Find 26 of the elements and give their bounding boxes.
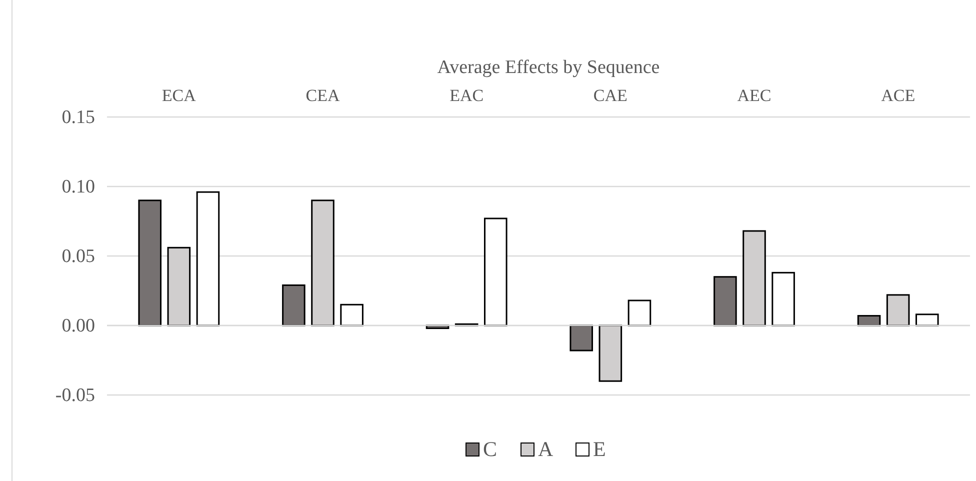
bar [138,200,162,326]
chart-title: Average Effects by Sequence [437,57,660,78]
bar [484,218,508,326]
legend-label: A [538,437,554,461]
x-tick-label: ACE [881,86,916,105]
y-tick-label: 0.05 [62,246,95,268]
bar [282,284,306,326]
bar [772,272,795,326]
y-tick-label: 0.10 [62,176,95,198]
bar [628,300,652,326]
x-tick-label: AEC [737,86,772,105]
legend-label: C [483,437,498,461]
bar [857,315,881,326]
y-tick-label: 0.15 [62,107,95,128]
bar [196,191,220,326]
x-tick-label: ECA [162,86,197,105]
bar [714,276,737,326]
legend-label: E [593,437,606,461]
x-tick-label: EAC [450,86,484,105]
y-tick-label: 0.00 [62,316,95,337]
bar [340,304,364,326]
bar [915,314,939,326]
x-tick-label: CEA [306,86,340,105]
x-tick-label: CAE [593,86,628,105]
y-tick-label: -0.05 [55,385,95,406]
bar [570,324,594,352]
